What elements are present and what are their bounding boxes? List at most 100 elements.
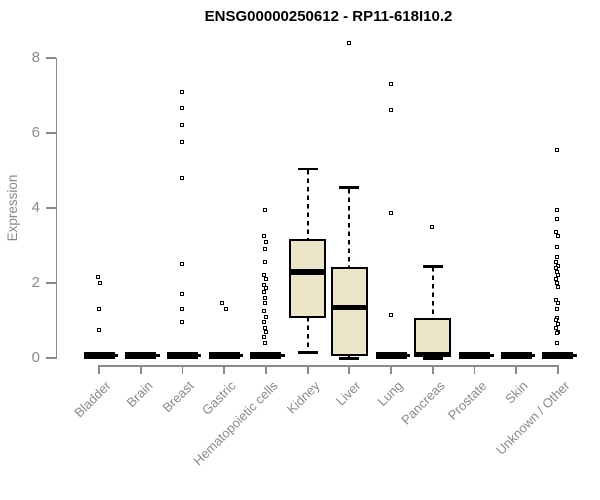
median-line bbox=[291, 269, 325, 275]
outlier-point bbox=[554, 325, 559, 330]
y-axis-tick bbox=[46, 357, 56, 360]
whisker-notch bbox=[281, 354, 285, 357]
x-axis-tick bbox=[98, 366, 100, 374]
outlier-point bbox=[97, 280, 102, 285]
y-axis-tick bbox=[46, 132, 56, 135]
outlier-point bbox=[262, 282, 267, 287]
x-axis-tick bbox=[223, 366, 226, 374]
x-axis-tick bbox=[348, 366, 351, 374]
collapsed-box-Hematopoietic cells bbox=[250, 352, 282, 360]
outlier-point bbox=[388, 108, 393, 113]
whisker-notch bbox=[573, 354, 577, 357]
outlier-point bbox=[264, 314, 269, 319]
x-axis-tick bbox=[181, 366, 184, 374]
lower-whisker-cap bbox=[297, 351, 318, 354]
whisker-notch bbox=[156, 354, 160, 357]
y-tick-label: 6 bbox=[31, 124, 40, 142]
chart-title: ENSG00000250612 - RP11-618I10.2 bbox=[204, 8, 453, 25]
outlier-point bbox=[264, 277, 269, 282]
box-Liver bbox=[330, 267, 368, 356]
outlier-point bbox=[262, 273, 267, 278]
outlier-point bbox=[554, 260, 559, 265]
upper-whisker bbox=[348, 188, 351, 269]
outlier-point bbox=[95, 275, 100, 280]
outlier-point bbox=[264, 286, 269, 291]
outlier-point bbox=[264, 239, 269, 244]
y-axis-line bbox=[55, 58, 58, 360]
x-axis-tick bbox=[515, 366, 518, 374]
outlier-point bbox=[179, 175, 184, 180]
upper-whisker-cap bbox=[422, 265, 443, 268]
x-axis-tick bbox=[557, 366, 559, 374]
median-line bbox=[332, 304, 366, 311]
lower-whisker-cap bbox=[422, 357, 443, 360]
outlier-point bbox=[556, 233, 561, 238]
x-axis-tick bbox=[139, 366, 142, 374]
outlier-point bbox=[223, 307, 228, 312]
outlier-point bbox=[262, 335, 267, 340]
collapsed-box-Breast bbox=[166, 352, 198, 360]
whisker-notch bbox=[531, 354, 536, 357]
lower-whisker bbox=[306, 317, 309, 353]
x-axis-tick bbox=[265, 366, 267, 374]
outlier-point bbox=[179, 89, 184, 94]
collapsed-box-Gastric bbox=[208, 352, 240, 360]
outlier-point bbox=[179, 292, 184, 297]
y-tick-label: 0 bbox=[31, 349, 40, 367]
outlier-point bbox=[555, 254, 560, 259]
outlier-point bbox=[555, 217, 560, 222]
outlier-point bbox=[555, 280, 560, 285]
y-tick-label: 8 bbox=[31, 49, 40, 67]
outlier-point bbox=[555, 147, 560, 152]
y-axis-tick bbox=[46, 57, 56, 60]
whisker-notch bbox=[406, 354, 411, 357]
x-axis-tick bbox=[306, 366, 309, 374]
upper-whisker bbox=[431, 267, 434, 319]
outlier-point bbox=[264, 329, 269, 334]
collapsed-box-Unknown / Other bbox=[542, 352, 574, 360]
collapsed-box-Prostate bbox=[459, 352, 491, 360]
whisker-notch bbox=[239, 354, 244, 357]
outlier-point bbox=[554, 230, 559, 235]
whisker-notch bbox=[114, 354, 118, 357]
outlier-point bbox=[263, 340, 268, 345]
outlier-point bbox=[554, 318, 559, 323]
outlier-point bbox=[179, 307, 184, 312]
y-axis-tick bbox=[46, 207, 56, 210]
lower-whisker-cap bbox=[339, 357, 360, 360]
outlier-point bbox=[388, 312, 393, 317]
outlier-point bbox=[556, 301, 561, 306]
outlier-point bbox=[96, 307, 101, 312]
outlier-point bbox=[388, 82, 393, 87]
collapsed-box-Bladder bbox=[83, 352, 115, 360]
lower-whisker bbox=[348, 354, 351, 359]
outlier-point bbox=[179, 123, 184, 128]
outlier-point bbox=[554, 265, 559, 270]
outlier-point bbox=[555, 269, 560, 274]
collapsed-box-Lung bbox=[375, 352, 407, 360]
whisker-notch bbox=[197, 354, 202, 357]
x-axis-tick bbox=[473, 366, 476, 374]
x-axis-line bbox=[98, 365, 559, 368]
outlier-point bbox=[262, 290, 267, 295]
outlier-point bbox=[556, 284, 561, 289]
upper-whisker-cap bbox=[339, 186, 360, 189]
outlier-point bbox=[263, 260, 268, 265]
y-axis-tick bbox=[46, 282, 56, 285]
outlier-point bbox=[263, 207, 268, 212]
outlier-point bbox=[430, 224, 435, 229]
outlier-point bbox=[556, 273, 561, 278]
median-line bbox=[416, 351, 450, 358]
outlier-point bbox=[555, 331, 560, 336]
box-Kidney bbox=[289, 239, 327, 319]
outlier-point bbox=[555, 207, 560, 212]
collapsed-box-Brain bbox=[125, 352, 157, 360]
outlier-point bbox=[388, 211, 393, 216]
outlier-point bbox=[219, 301, 224, 306]
outlier-point bbox=[555, 340, 560, 345]
outlier-point bbox=[262, 308, 267, 313]
whisker-notch bbox=[490, 354, 494, 357]
outlier-point bbox=[263, 247, 268, 252]
